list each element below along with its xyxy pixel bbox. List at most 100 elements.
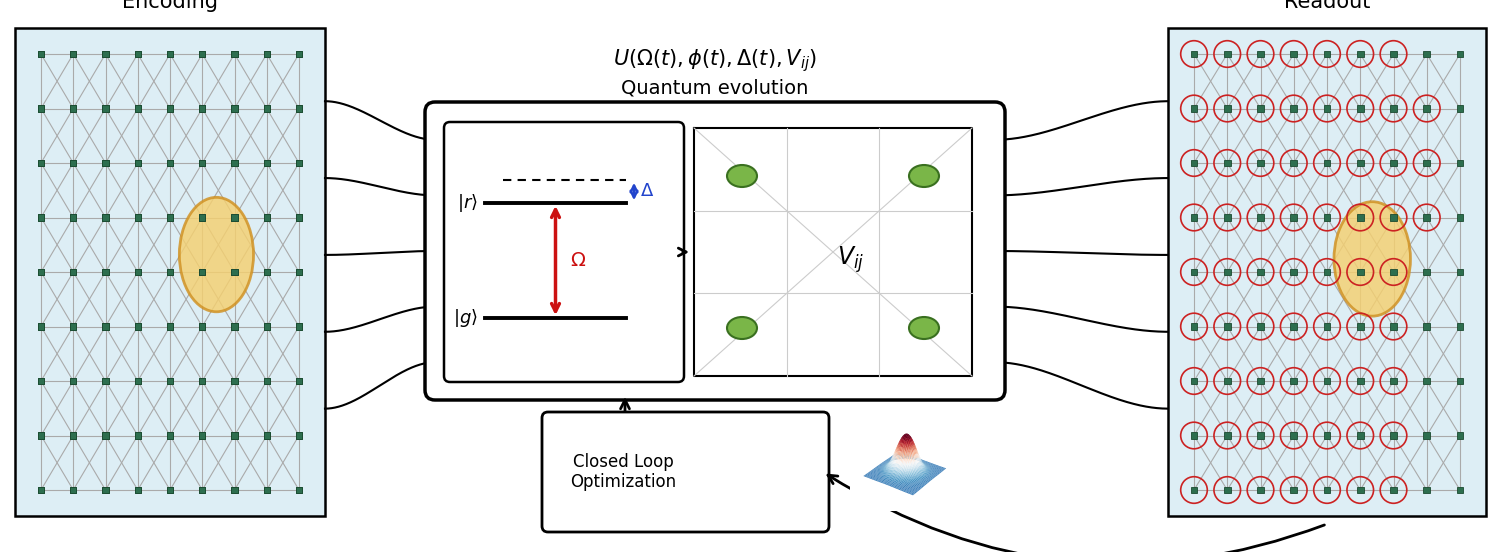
- Bar: [1390, 487, 1396, 493]
- Ellipse shape: [728, 165, 758, 187]
- FancyBboxPatch shape: [444, 122, 684, 382]
- Bar: [38, 214, 44, 221]
- Bar: [38, 323, 44, 330]
- Bar: [1323, 378, 1330, 384]
- Bar: [70, 269, 76, 275]
- Bar: [296, 378, 302, 384]
- Bar: [1424, 378, 1430, 384]
- Bar: [231, 105, 237, 112]
- Bar: [70, 378, 76, 384]
- Bar: [102, 269, 108, 275]
- Bar: [1456, 160, 1464, 166]
- Bar: [1358, 51, 1364, 57]
- Bar: [1424, 487, 1430, 493]
- Bar: [1424, 160, 1430, 166]
- Bar: [1323, 51, 1330, 57]
- Bar: [200, 51, 206, 57]
- Bar: [296, 269, 302, 275]
- Bar: [231, 378, 237, 384]
- Bar: [200, 214, 206, 221]
- Bar: [1390, 432, 1396, 439]
- Bar: [200, 160, 206, 166]
- Bar: [231, 323, 237, 330]
- Bar: [70, 269, 76, 275]
- Bar: [1191, 487, 1197, 493]
- Bar: [264, 432, 270, 439]
- Bar: [38, 214, 44, 221]
- Bar: [200, 160, 206, 166]
- Bar: [296, 214, 302, 221]
- Bar: [1290, 487, 1298, 493]
- Bar: [1323, 105, 1330, 112]
- Bar: [296, 487, 302, 493]
- Bar: [135, 323, 141, 330]
- Bar: [1358, 105, 1364, 112]
- Bar: [1257, 269, 1264, 275]
- Bar: [38, 51, 44, 57]
- Bar: [296, 378, 302, 384]
- Bar: [264, 51, 270, 57]
- Bar: [135, 432, 141, 439]
- Bar: [38, 378, 44, 384]
- Bar: [166, 487, 172, 493]
- Bar: [166, 105, 172, 112]
- Bar: [296, 160, 302, 166]
- Bar: [38, 269, 44, 275]
- Bar: [135, 214, 141, 221]
- Bar: [1456, 105, 1464, 112]
- Bar: [231, 214, 237, 221]
- Ellipse shape: [909, 317, 939, 339]
- Bar: [200, 214, 206, 221]
- Bar: [166, 214, 172, 221]
- Bar: [135, 51, 141, 57]
- Bar: [231, 269, 237, 275]
- Bar: [1257, 51, 1264, 57]
- Bar: [102, 214, 108, 221]
- Bar: [1191, 51, 1197, 57]
- Bar: [166, 160, 172, 166]
- Bar: [70, 160, 76, 166]
- Bar: [264, 378, 270, 384]
- Bar: [166, 487, 172, 493]
- Bar: [264, 323, 270, 330]
- Ellipse shape: [1334, 201, 1410, 316]
- Bar: [102, 51, 108, 57]
- Bar: [1456, 487, 1464, 493]
- Bar: [1257, 105, 1264, 112]
- Bar: [102, 105, 108, 112]
- Bar: [264, 378, 270, 384]
- Bar: [296, 160, 302, 166]
- Bar: [1424, 323, 1430, 330]
- Bar: [166, 51, 172, 57]
- Bar: [296, 51, 302, 57]
- Bar: [102, 432, 108, 439]
- Bar: [1323, 160, 1330, 166]
- Bar: [231, 432, 237, 439]
- Bar: [166, 51, 172, 57]
- Bar: [1191, 160, 1197, 166]
- Bar: [1456, 269, 1464, 275]
- Bar: [264, 487, 270, 493]
- Bar: [264, 105, 270, 112]
- Bar: [1424, 432, 1430, 439]
- Bar: [1224, 323, 1230, 330]
- Bar: [166, 432, 172, 439]
- Ellipse shape: [909, 165, 939, 187]
- Bar: [1390, 269, 1396, 275]
- Bar: [1390, 105, 1396, 112]
- Bar: [231, 487, 237, 493]
- Bar: [70, 323, 76, 330]
- Bar: [1390, 378, 1396, 384]
- Bar: [70, 214, 76, 221]
- FancyBboxPatch shape: [542, 412, 830, 532]
- Bar: [296, 214, 302, 221]
- Bar: [135, 487, 141, 493]
- Bar: [102, 487, 108, 493]
- Bar: [102, 323, 108, 330]
- Bar: [38, 378, 44, 384]
- Bar: [1224, 269, 1230, 275]
- Bar: [1323, 323, 1330, 330]
- Bar: [1257, 378, 1264, 384]
- Text: $\Delta$: $\Delta$: [640, 183, 654, 200]
- Bar: [1257, 487, 1264, 493]
